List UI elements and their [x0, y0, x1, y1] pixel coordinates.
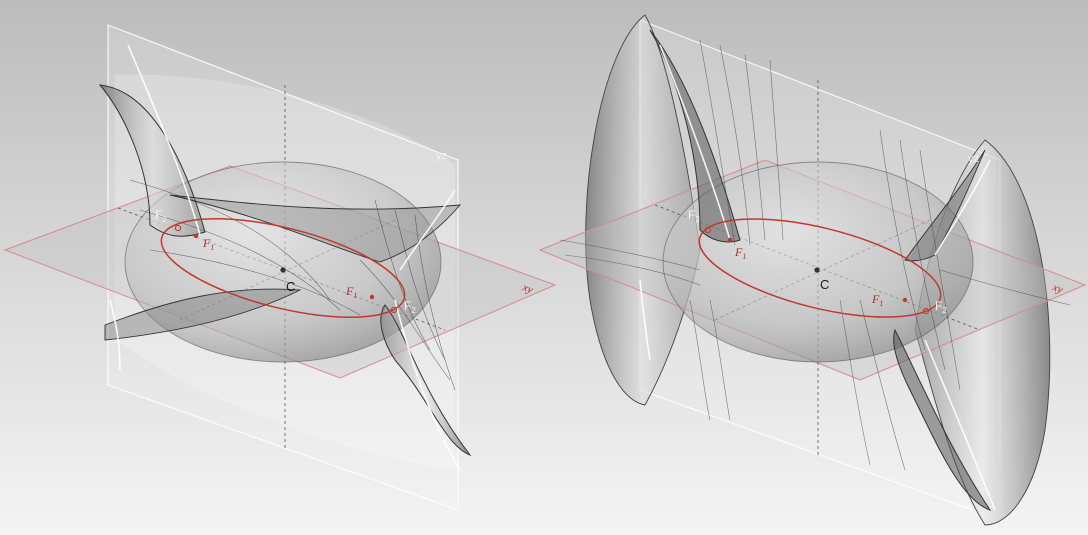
hyperboloid-saddle-left-lower	[104, 288, 302, 341]
ellipsoid-right	[662, 161, 974, 363]
focus-dot-f1-right	[369, 294, 375, 300]
figure-right: C yz xy F2 F1 F1 F2	[538, 14, 1087, 526]
hyperboloid-grid-lines-right	[559, 39, 1071, 471]
hyperboloid-grid-lines-left	[129, 179, 456, 391]
focus-f1-label: F1	[202, 236, 214, 252]
yz-plane-curves-right	[639, 44, 996, 511]
focus-dot-f2-left	[704, 226, 712, 234]
focus-dot-f2-left	[174, 224, 182, 232]
focus-f1-label: F1	[871, 292, 883, 308]
focal-ellipse-left	[160, 218, 406, 318]
hyperboloid-saddle-left-upper	[169, 194, 462, 263]
plane-yz-label: yz	[968, 153, 979, 165]
yz-plane-curves-left	[109, 44, 461, 471]
focus-dot-f2-right	[922, 307, 930, 315]
plane-yz-label: yz	[436, 150, 447, 162]
hyperboloid-sheet-right-a	[585, 14, 701, 406]
focus-f2-label: F2	[935, 299, 947, 315]
center-label: C	[820, 277, 829, 292]
center-label: C	[286, 279, 295, 294]
focus-dot-f1-right	[902, 297, 908, 303]
focus-dot-f1-left	[193, 233, 199, 239]
plane-xy-label: xy	[1050, 281, 1064, 296]
hyperboloid-wing-right-lower-right	[893, 328, 992, 511]
focus-f1-label: F1	[345, 284, 357, 300]
focus-dot-f2-right	[390, 306, 398, 314]
figure-left: C yz xy F2 F1 F1 F2	[3, 24, 557, 511]
focus-dot-f1-left	[727, 237, 733, 243]
focus-f2-label: F2	[155, 208, 167, 224]
hyperboloid-wing-right-upper-right	[904, 149, 986, 262]
focal-ellipse-right	[698, 218, 942, 318]
plane-xy-label: xy	[520, 281, 534, 296]
center-dot	[814, 267, 820, 273]
focus-f1-label: F1	[734, 245, 746, 261]
center-dot	[280, 267, 286, 273]
ellipsoid-left	[124, 161, 442, 363]
focus-f2-label: F2	[688, 208, 700, 224]
hyperboloid-sheet-left-a	[98, 84, 206, 237]
focus-f2-label: F2	[404, 299, 416, 315]
